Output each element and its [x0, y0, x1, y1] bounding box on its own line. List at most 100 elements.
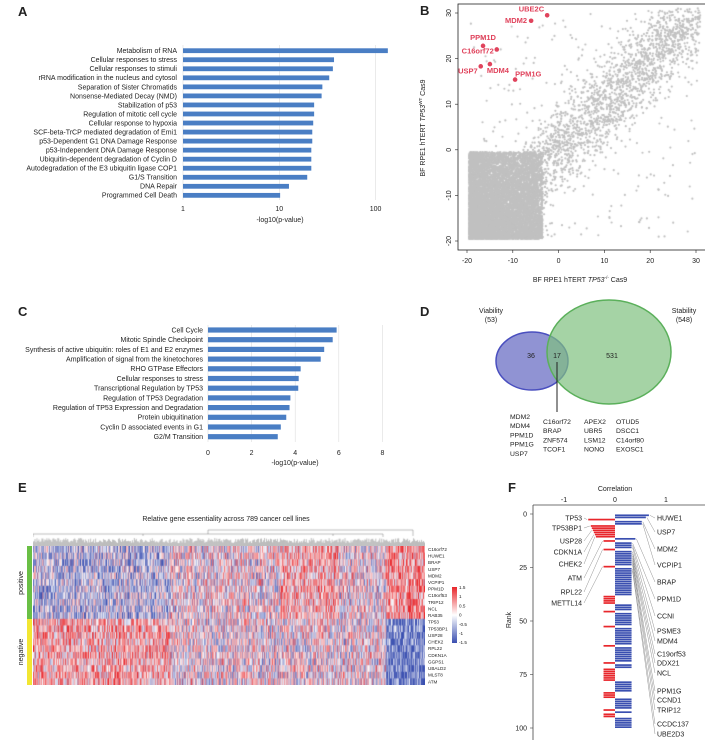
colorbar-tick-label: -1.5 [459, 640, 467, 645]
panel-label-a: A [18, 4, 28, 19]
correlation-bar [615, 640, 632, 643]
category-label: Cellular responses to stress [117, 376, 204, 383]
correlation-bar [615, 627, 632, 630]
correlation-bar [615, 655, 632, 658]
right-gene-label: CCDC137 [657, 721, 689, 728]
gene-label: BRAP [543, 428, 562, 435]
correlation-bar [615, 555, 632, 557]
leader-line [632, 543, 656, 600]
correlation-bar [615, 557, 632, 559]
correlation-bar [595, 535, 615, 538]
venn-stability-only-count: 531 [606, 353, 618, 360]
right-gene-label: PPM1G [657, 688, 682, 695]
correlation-bar [615, 606, 632, 609]
correlation-bar [615, 719, 632, 722]
right-gene-label: PSME3 [657, 628, 681, 635]
colorbar-tick-label: -0.5 [459, 622, 467, 627]
heatmap-row-label: C16orf72 [428, 547, 447, 552]
correlation-bar [615, 638, 632, 641]
bar [183, 93, 322, 99]
correlation-bar [615, 546, 632, 549]
correlation-bar [615, 681, 632, 684]
highlighted-point [528, 18, 534, 24]
x-tick-label: 1 [181, 206, 185, 213]
correlation-bar [615, 582, 632, 585]
heatmap-row-label: MDM2 [428, 573, 442, 578]
y-tick-label: 100 [515, 726, 527, 733]
x-tick-label: 30 [692, 258, 700, 265]
correlation-bar [615, 619, 632, 621]
venn-viability-size: (53) [485, 317, 497, 324]
highlighted-point [494, 47, 500, 52]
category-label: Cellular responses to stress [91, 57, 178, 64]
gene-label: ZNF574 [543, 437, 568, 444]
bar [208, 327, 337, 333]
venn-viability-only-count: 36 [527, 353, 535, 360]
bar [183, 57, 335, 63]
correlation-bar [615, 589, 632, 592]
gene-label: UBR5 [584, 428, 602, 435]
bar [183, 75, 330, 81]
correlation-bar [603, 672, 615, 675]
y-tick-label: -20 [446, 236, 453, 246]
correlation-bar [615, 563, 632, 566]
colorbar-tick-label: -1 [459, 631, 464, 636]
gene-label: TCOF1 [543, 447, 565, 454]
correlation-bar [615, 617, 632, 619]
panel-b-scatter: BF RPE1 hTERT TP53-/- Cas9 BF RPE1 hTERT… [418, 3, 705, 284]
category-label: Programmed Cell Death [102, 193, 177, 200]
right-gene-label: VCPIP1 [657, 562, 682, 569]
category-label: Nonsense-Mediated Decay (NMD) [70, 93, 177, 100]
correlation-bar [615, 544, 632, 547]
right-gene-label: UBE2D3 [657, 731, 684, 738]
right-gene-label: USP7 [657, 529, 675, 536]
gene-label: EXOSC1 [616, 447, 644, 454]
correlation-bar [615, 580, 632, 583]
highlighted-point-label: MDM2 [505, 16, 527, 25]
y-tick-label: 50 [519, 619, 527, 626]
leader-line [583, 517, 588, 520]
right-gene-label: HUWE1 [657, 515, 682, 522]
bar [183, 183, 289, 189]
correlation-bar [615, 702, 632, 705]
correlation-bar [615, 647, 632, 649]
leader-line [632, 558, 656, 674]
panel-f-ylabel: Rank [506, 611, 513, 628]
bar [183, 102, 315, 108]
scatter-frame [457, 3, 705, 251]
panel-a-bar-chart: -log10(p-value) 1 10 100 Metabolism of RNA C… [26, 45, 388, 224]
gene-label: APEX2 [584, 419, 606, 426]
venn-stability-size: (548) [676, 317, 692, 324]
category-label: rRNA modification in the nucleus and cyt… [38, 75, 177, 82]
group-bar-negative [27, 619, 32, 685]
x-tick-label: 0 [206, 450, 210, 457]
correlation-bar [603, 679, 615, 681]
x-tick-label: 1 [664, 497, 668, 504]
correlation-bar [603, 540, 615, 542]
left-gene-label: ATM [568, 575, 582, 582]
bar [208, 337, 333, 343]
colorbar-tick-label: 1 [459, 594, 462, 599]
category-label: Transcriptional Regulation by TP53 [94, 386, 203, 393]
correlation-bar [603, 602, 615, 604]
x-tick-label: 100 [370, 206, 382, 213]
bar [183, 165, 312, 171]
right-gene-label: TRIP12 [657, 707, 681, 714]
panel-label-e: E [18, 480, 27, 495]
correlation-bar [615, 520, 642, 523]
left-gene-label: CDKN1A [554, 549, 583, 556]
correlation-bar [615, 659, 632, 662]
right-gene-label: C19orf53 [657, 651, 686, 658]
correlation-bar [615, 574, 632, 577]
bar [183, 156, 312, 162]
category-label: Cell Cycle [171, 327, 203, 334]
bar [208, 395, 291, 401]
correlation-bar [588, 518, 615, 521]
category-label: Synthesis of active ubiquitin: roles of … [25, 347, 203, 354]
highlighted-point-label: MDM4 [487, 66, 510, 75]
heatmap-row-label: UBALD2 [428, 666, 446, 671]
x-tick-label: 6 [337, 450, 341, 457]
correlation-bar [603, 565, 615, 568]
leader-line [632, 570, 656, 735]
